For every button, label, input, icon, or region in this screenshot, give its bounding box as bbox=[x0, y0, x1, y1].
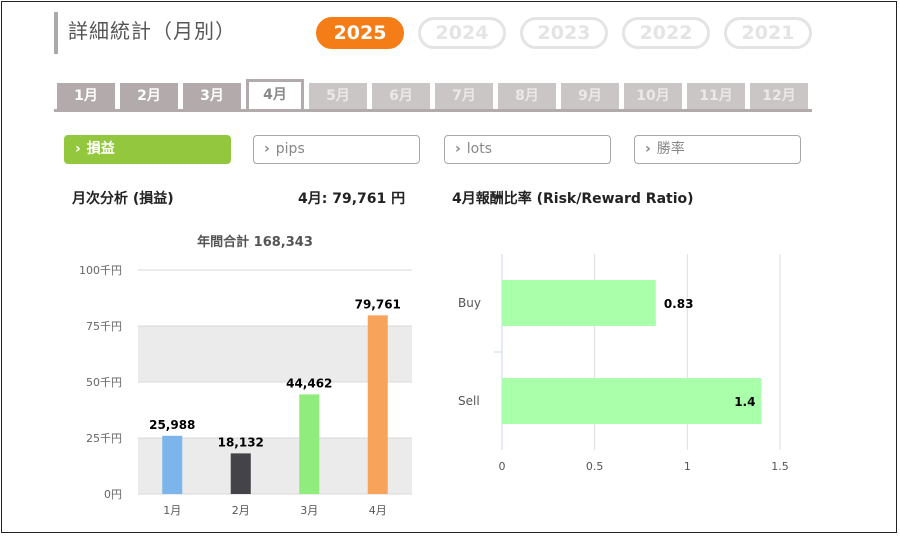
metric-button-3[interactable]: › lots bbox=[444, 135, 611, 164]
month-value-label: 4月: 79,761 円 bbox=[298, 191, 406, 207]
metric-button-label: 損益 bbox=[86, 141, 115, 157]
month-tab-4[interactable]: 4月 bbox=[246, 79, 304, 111]
x-tick-label: 0 bbox=[499, 460, 506, 473]
x-tick-label: 2月 bbox=[232, 504, 250, 517]
y-tick-label: 75千円 bbox=[86, 320, 122, 333]
month-tab-11: 11月 bbox=[687, 83, 745, 110]
year-tab-2023[interactable]: 2023 bbox=[520, 17, 608, 49]
y-tick-label: 25千円 bbox=[86, 432, 122, 445]
x-tick-label: 1.5 bbox=[771, 460, 789, 473]
year-tab-2022[interactable]: 2022 bbox=[622, 17, 710, 49]
risk-reward-label: 4月報酬比率 (Risk/Reward Ratio) bbox=[452, 191, 694, 207]
month-tab-1[interactable]: 1月 bbox=[57, 83, 115, 110]
metric-button-label: lots bbox=[466, 141, 493, 157]
y-tick-label: 0円 bbox=[104, 488, 122, 501]
chart-title: 年間合計 168,343 bbox=[197, 234, 313, 250]
page-title-text: 詳細統計（月別） bbox=[68, 19, 236, 43]
y-tick-label: 50千円 bbox=[86, 376, 122, 389]
metric-button-label: 勝率 bbox=[656, 141, 685, 157]
monthly-pnl-chart: 年間合計 168,343 0円 25千円 50千円 75千円 100千円 25,988 1月 1… bbox=[79, 234, 412, 517]
page-title: 詳細統計（月別） bbox=[54, 12, 236, 54]
data-label: 18,132 bbox=[218, 435, 264, 449]
x-tick-label: 4月 bbox=[369, 504, 387, 517]
month-tabs-underline bbox=[54, 109, 812, 112]
metric-button-label: pips bbox=[275, 141, 305, 157]
data-label: 25,988 bbox=[149, 418, 195, 432]
chevron-right-icon: › bbox=[264, 141, 270, 157]
bar bbox=[367, 315, 388, 494]
month-tab-7: 7月 bbox=[435, 83, 493, 110]
bar bbox=[162, 435, 183, 494]
month-tab-10: 10月 bbox=[624, 83, 682, 110]
y-tick-label: Buy bbox=[458, 296, 481, 310]
bar bbox=[299, 394, 320, 494]
x-tick-label: 1月 bbox=[163, 504, 181, 517]
month-tab-8: 8月 bbox=[498, 83, 556, 110]
risk-reward-chart: 0 0.5 1 1.5 Buy 0.83 Sell 1.4 bbox=[458, 254, 789, 473]
metric-button-2[interactable]: › pips bbox=[253, 135, 420, 164]
y-tick-label: Sell bbox=[458, 394, 480, 408]
plot-band bbox=[138, 438, 412, 494]
metric-button-4[interactable]: › 勝率 bbox=[634, 135, 801, 164]
year-tab-2025[interactable]: 2025 bbox=[316, 17, 404, 49]
bar bbox=[502, 378, 762, 424]
x-tick-label: 3月 bbox=[300, 504, 318, 517]
data-label: 44,462 bbox=[286, 376, 332, 390]
month-tab-12: 12月 bbox=[750, 83, 808, 110]
data-label: 0.83 bbox=[664, 297, 694, 311]
year-tab-2024[interactable]: 2024 bbox=[418, 17, 506, 49]
data-label: 79,761 bbox=[355, 297, 401, 311]
chevron-right-icon: › bbox=[645, 141, 651, 157]
month-tab-9: 9月 bbox=[561, 83, 619, 110]
y-tick-label: 100千円 bbox=[79, 264, 122, 277]
metric-button-1[interactable]: › 損益 bbox=[64, 135, 231, 164]
chevron-right-icon: › bbox=[455, 141, 461, 157]
month-tab-2[interactable]: 2月 bbox=[120, 83, 178, 110]
year-tab-2021[interactable]: 2021 bbox=[724, 17, 812, 49]
chevron-right-icon: › bbox=[75, 141, 81, 157]
monthly-analysis-label: 月次分析 (損益) bbox=[72, 191, 174, 207]
data-label: 1.4 bbox=[734, 395, 755, 409]
x-tick-label: 0.5 bbox=[586, 460, 604, 473]
bar bbox=[502, 280, 656, 326]
month-tab-3[interactable]: 3月 bbox=[183, 83, 241, 110]
month-tab-6: 6月 bbox=[372, 83, 430, 110]
plot-band bbox=[138, 326, 412, 382]
x-tick-label: 1 bbox=[684, 460, 691, 473]
bar bbox=[230, 453, 251, 494]
month-tab-5: 5月 bbox=[309, 83, 367, 110]
